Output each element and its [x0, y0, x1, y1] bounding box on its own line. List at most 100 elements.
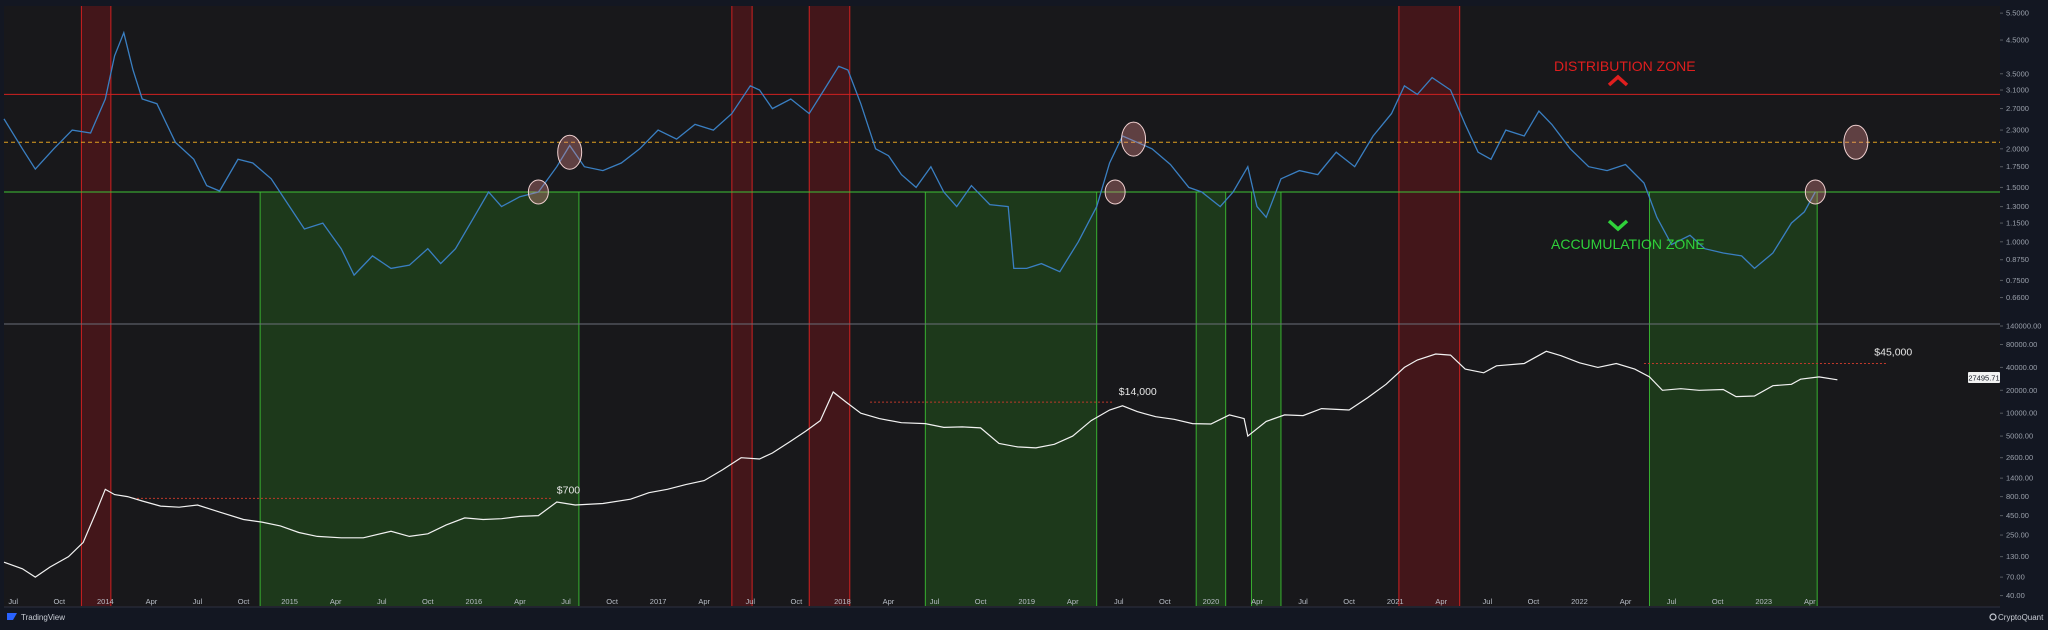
distribution-up-arrow-icon: [1607, 74, 1629, 87]
price-y-tick-label: 140000.00: [2006, 322, 2041, 331]
indicator-y-tick-label: 3.5000: [2006, 69, 2029, 78]
x-tick-label: Oct: [238, 597, 251, 606]
price-y-tick-label: 250.00: [2006, 531, 2029, 540]
x-tick-label: Apr: [146, 597, 158, 606]
x-tick-label: Jul: [1298, 597, 1308, 606]
price-y-tick-label: 80000.00: [2006, 340, 2037, 349]
x-tick-label: Apr: [514, 597, 526, 606]
x-tick-label: 2014: [97, 597, 114, 606]
cryptoquant-logo[interactable]: CryptoQuant: [1989, 613, 2044, 622]
accumulation-period-0: [260, 191, 579, 606]
price-annotation-1: $14,000: [1119, 386, 1157, 398]
distribution-period-0: [81, 6, 111, 606]
x-tick-label: Jul: [1483, 597, 1493, 606]
highlight-circle-5: [1843, 124, 1869, 160]
price-annotations: $700 $14,000 $45,000: [557, 346, 1913, 496]
x-tick-label: Oct: [1343, 597, 1356, 606]
price-y-tick-label: 10000.00: [2006, 409, 2037, 418]
price-y-tick-label: 450.00: [2006, 511, 2029, 520]
x-tick-label: Apr: [1435, 597, 1447, 606]
x-tick-label: Oct: [1159, 597, 1172, 606]
indicator-y-tick-label: 0.7500: [2006, 276, 2029, 285]
indicator-y-tick-label: 1.0000: [2006, 237, 2029, 246]
x-tick-label: Jul: [1667, 597, 1677, 606]
indicator-y-tick-label: 1.5000: [2006, 183, 2029, 192]
accumulation-zone-label: ACCUMULATION ZONE: [1551, 236, 1705, 252]
x-tick-label: Oct: [791, 597, 804, 606]
svg-text:TradingView: TradingView: [21, 613, 65, 622]
highlight-circle-4: [1804, 179, 1826, 205]
distribution-zone-label: DISTRIBUTION ZONE: [1554, 58, 1696, 74]
indicator-y-axis[interactable]: 5.5000 4.5000 3.5000 3.1000 2.7000 2.3000 2.00…: [2000, 9, 2029, 302]
x-tick-label: Oct: [975, 597, 988, 606]
indicator-y-tick-label: 1.3000: [2006, 202, 2029, 211]
indicator-y-tick-label: 4.5000: [2006, 36, 2029, 45]
x-tick-label: Jul: [377, 597, 387, 606]
x-tick-label: Apr: [1804, 597, 1816, 606]
x-tick-label: Jul: [8, 597, 18, 606]
price-y-tick-label: 1400.00: [2006, 474, 2033, 483]
highlight-circle-3: [1121, 121, 1147, 157]
x-tick-label: 2019: [1018, 597, 1035, 606]
indicator-y-tick-label: 2.7000: [2006, 104, 2029, 113]
highlight-circle-2: [1104, 179, 1126, 205]
indicator-y-tick-label: 1.7500: [2006, 162, 2029, 171]
x-tick-label: Jul: [745, 597, 755, 606]
price-y-axis[interactable]: 140000.00 80000.00 40000.00 20000.00 10000.0…: [2000, 322, 2041, 601]
x-tick-label: Jul: [193, 597, 203, 606]
price-y-tick-label: 40000.00: [2006, 363, 2037, 372]
zone-shading: [80, 6, 1818, 606]
price-annotation-0: $700: [557, 485, 581, 497]
price-y-tick-label: 2600.00: [2006, 453, 2033, 462]
threshold-lines: [4, 93, 2000, 193]
x-tick-label: Jul: [930, 597, 940, 606]
time-x-axis[interactable]: Jul Oct 2014 Apr Jul Oct 2015 Apr Jul Oct 2016 Apr J…: [4, 597, 2000, 608]
last-price-badge: 27495.71: [1968, 372, 2000, 383]
price-annotation-2: $45,000: [1874, 346, 1912, 358]
x-tick-label: Oct: [422, 597, 435, 606]
x-tick-label: 2015: [281, 597, 298, 606]
indicator-y-tick-label: 2.3000: [2006, 126, 2029, 135]
highlight-circles: [527, 121, 1869, 205]
x-tick-label: 2023: [1755, 597, 1772, 606]
x-tick-label: Apr: [698, 597, 710, 606]
x-tick-label: Apr: [1251, 597, 1263, 606]
x-tick-label: Jul: [561, 597, 571, 606]
x-tick-label: Apr: [883, 597, 895, 606]
x-tick-label: 2017: [650, 597, 667, 606]
indicator-y-tick-label: 5.5000: [2006, 9, 2029, 18]
x-tick-label: Oct: [53, 597, 66, 606]
accumulation-period-2: [1196, 191, 1226, 606]
price-y-tick-label: 130.00: [2006, 552, 2029, 561]
indicator-y-tick-label: 3.1000: [2006, 86, 2029, 95]
distribution-period-2: [809, 6, 850, 606]
indicator-series-line: [3, 30, 1816, 277]
x-tick-label: Oct: [1712, 597, 1725, 606]
plot-area: [4, 6, 2000, 607]
cryptoquant-icon: [1989, 613, 1997, 621]
x-tick-label: Apr: [330, 597, 342, 606]
accumulation-down-arrow-icon: [1607, 219, 1629, 232]
x-tick-label: 2022: [1571, 597, 1588, 606]
price-y-tick-label: 20000.00: [2006, 386, 2037, 395]
price-y-tick-label: 40.00: [2006, 591, 2025, 600]
price-series-line: [3, 350, 1838, 578]
accumulation-period-3: [1251, 191, 1281, 606]
highlight-circle-1: [557, 134, 583, 170]
distribution-period-3: [1398, 6, 1460, 606]
price-y-tick-label: 5000.00: [2006, 432, 2033, 441]
accumulation-period-1: [925, 191, 1097, 606]
highlight-circle-0: [527, 179, 549, 205]
x-tick-label: Oct: [606, 597, 619, 606]
indicator-y-tick-label: 2.0000: [2006, 144, 2029, 153]
indicator-y-tick-label: 1.1500: [2006, 219, 2029, 228]
price-y-tick-label: 800.00: [2006, 492, 2029, 501]
indicator-y-tick-label: 0.6600: [2006, 293, 2029, 302]
tradingview-logo[interactable]: TradingView: [7, 613, 65, 622]
x-tick-label: 2020: [1203, 597, 1220, 606]
price-reference-lines: [132, 362, 1887, 499]
svg-text:27495.71: 27495.71: [1968, 374, 1999, 383]
x-tick-label: 2021: [1387, 597, 1404, 606]
svg-text:CryptoQuant: CryptoQuant: [1998, 613, 2044, 622]
